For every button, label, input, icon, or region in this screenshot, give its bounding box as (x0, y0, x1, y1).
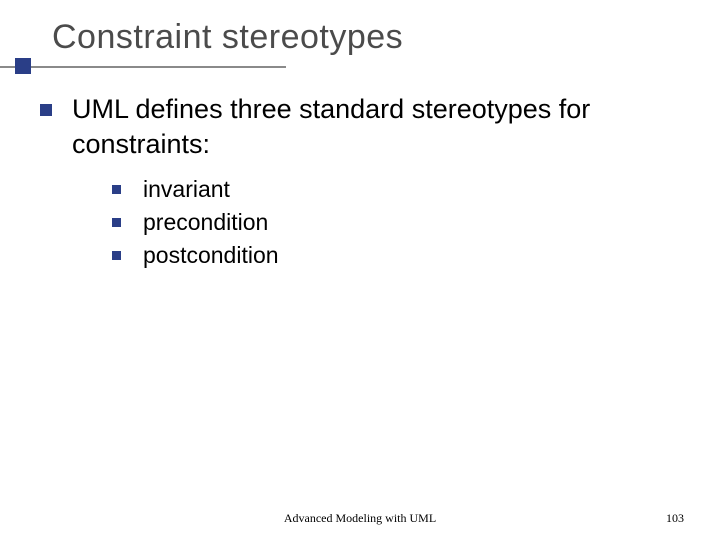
content-area: UML defines three standard stereotypes f… (40, 92, 690, 275)
level1-item: UML defines three standard stereotypes f… (40, 92, 690, 162)
level2-item: postcondition (112, 242, 690, 269)
slide: Constraint stereotypes UML defines three… (0, 0, 720, 540)
title-underline (0, 66, 286, 68)
level1-text: UML defines three standard stereotypes f… (72, 92, 690, 162)
square-bullet-icon (112, 218, 121, 227)
square-bullet-icon (40, 104, 52, 116)
level2-list: invariant precondition postcondition (112, 176, 690, 269)
level2-item: invariant (112, 176, 690, 203)
level2-text: postcondition (143, 242, 279, 269)
level2-item: precondition (112, 209, 690, 236)
square-bullet-icon (112, 185, 121, 194)
square-bullet-icon (112, 251, 121, 260)
level2-text: precondition (143, 209, 268, 236)
title-container: Constraint stereotypes (52, 18, 700, 57)
footer-title: Advanced Modeling with UML (0, 511, 720, 526)
page-number: 103 (666, 511, 684, 526)
slide-title: Constraint stereotypes (52, 18, 700, 57)
title-accent-square (15, 58, 31, 74)
level2-text: invariant (143, 176, 230, 203)
